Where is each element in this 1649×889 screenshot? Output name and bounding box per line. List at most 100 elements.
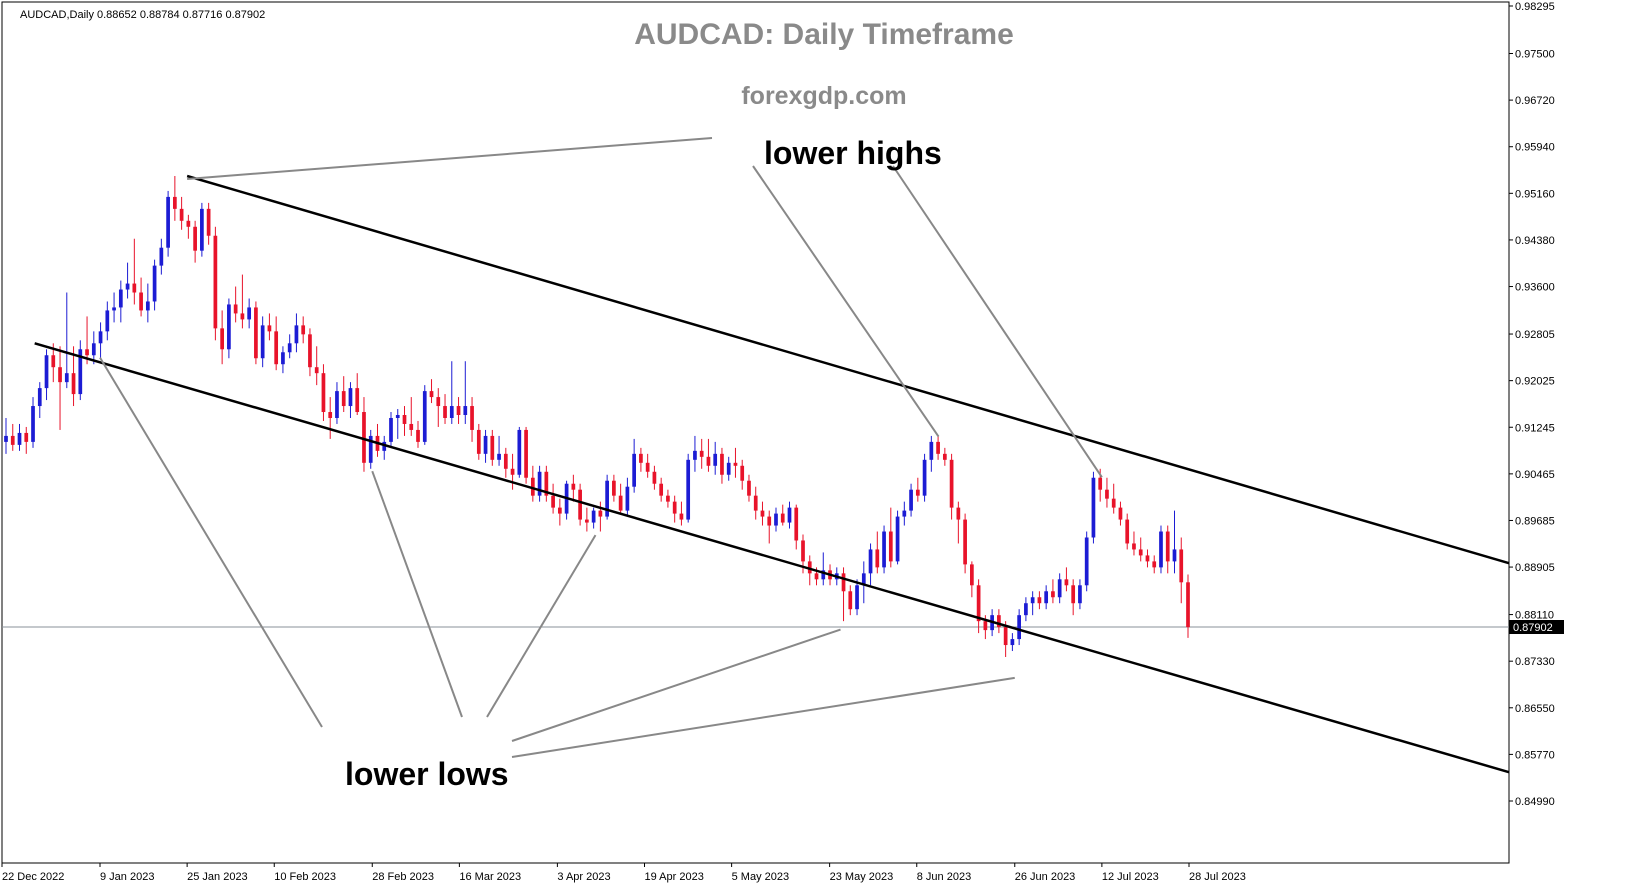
candle-body: [882, 531, 886, 568]
symbol-info-header: AUDCAD,Daily 0.88652 0.88784 0.87716 0.8…: [20, 9, 265, 21]
candle-body: [1098, 477, 1103, 490]
candle: [240, 274, 245, 329]
candle-body: [632, 453, 637, 487]
candle-body: [753, 495, 758, 511]
candle-body: [294, 325, 299, 344]
x-tick-label: 28 Jul 2023: [1189, 871, 1246, 883]
candles-layer: [4, 175, 1190, 657]
candle: [1024, 597, 1028, 622]
current-price-tag: 0.87902: [1509, 620, 1564, 635]
candle: [747, 474, 751, 502]
candle: [807, 555, 812, 586]
candle-body: [571, 483, 576, 490]
y-tick-label: 0.92805: [1515, 329, 1555, 341]
candle: [632, 438, 637, 493]
candle: [720, 447, 724, 484]
candle-body: [645, 462, 650, 472]
pointer-lower-low: [99, 357, 323, 728]
candle: [997, 609, 1001, 634]
candle: [713, 441, 718, 475]
candle-body: [1051, 591, 1055, 598]
pointer-lower-high: [752, 165, 940, 438]
candle-body: [85, 349, 89, 356]
candle-body: [233, 304, 238, 314]
candle-body: [497, 453, 501, 460]
candle-body: [335, 391, 339, 418]
candle-body: [64, 373, 69, 383]
candle: [855, 579, 859, 616]
candle-body: [1165, 531, 1170, 562]
candle-body: [915, 489, 920, 496]
candle: [963, 513, 967, 574]
y-tick-label: 0.95940: [1515, 142, 1555, 154]
candle: [78, 340, 83, 401]
candle-body: [970, 564, 974, 586]
trend-channel-layer: [34, 174, 1510, 774]
candle-body: [274, 331, 279, 365]
candle-body: [362, 412, 366, 463]
candle-body: [287, 343, 292, 353]
candle: [37, 382, 42, 418]
current-price-label: 0.87902: [1513, 622, 1553, 634]
current-price-tag-box: [1509, 620, 1564, 635]
candle: [483, 429, 488, 463]
candle-body: [672, 501, 677, 514]
candle-body: [301, 325, 306, 335]
candle-body: [1118, 507, 1123, 520]
candle: [348, 382, 353, 418]
candle-body: [997, 615, 1001, 628]
pointer-lower-low: [511, 676, 1015, 758]
candle: [267, 313, 272, 341]
candle: [1159, 525, 1163, 574]
candle: [503, 447, 508, 478]
candle-body: [503, 453, 508, 469]
candle: [463, 361, 468, 424]
candle-body: [112, 307, 116, 311]
candle-body: [1179, 549, 1184, 583]
candle: [618, 483, 623, 514]
candle: [1003, 621, 1008, 657]
candle-body: [895, 516, 900, 562]
candle: [213, 226, 218, 341]
candle: [1118, 501, 1123, 526]
candle: [362, 397, 366, 472]
candle-body: [436, 397, 441, 407]
candle: [227, 298, 231, 359]
candle: [1037, 591, 1042, 610]
candle: [956, 501, 961, 544]
candle-body: [652, 471, 657, 484]
candle-body: [429, 391, 434, 398]
candle: [942, 447, 947, 466]
candle-body: [213, 235, 218, 329]
candle-body: [1105, 489, 1109, 499]
candle: [193, 220, 197, 263]
candle: [760, 501, 765, 526]
candle-body: [1084, 537, 1089, 586]
candle-body: [10, 435, 15, 445]
candle-body: [821, 570, 826, 580]
candle: [672, 495, 677, 523]
pointer-lower-high: [187, 137, 713, 180]
candle: [449, 361, 454, 424]
candle-body: [888, 531, 893, 562]
lower-trendline: [34, 342, 1510, 774]
candle-body: [1057, 579, 1062, 598]
candle: [1152, 555, 1157, 574]
pointer-lower-low: [511, 628, 841, 742]
upper-trendline: [186, 174, 1510, 565]
candle: [98, 322, 103, 359]
candle-body: [929, 441, 934, 460]
candle: [686, 453, 691, 523]
x-tick-label: 9 Jan 2023: [100, 871, 154, 883]
candle: [476, 423, 481, 460]
candle-body: [557, 507, 562, 514]
candle-body: [476, 429, 481, 454]
candle-body: [1044, 591, 1049, 604]
candle-body: [395, 415, 400, 418]
candle-body: [1078, 585, 1082, 604]
candle-body: [200, 208, 204, 251]
candle: [1125, 513, 1130, 550]
candle: [368, 429, 373, 469]
candle: [429, 379, 434, 404]
